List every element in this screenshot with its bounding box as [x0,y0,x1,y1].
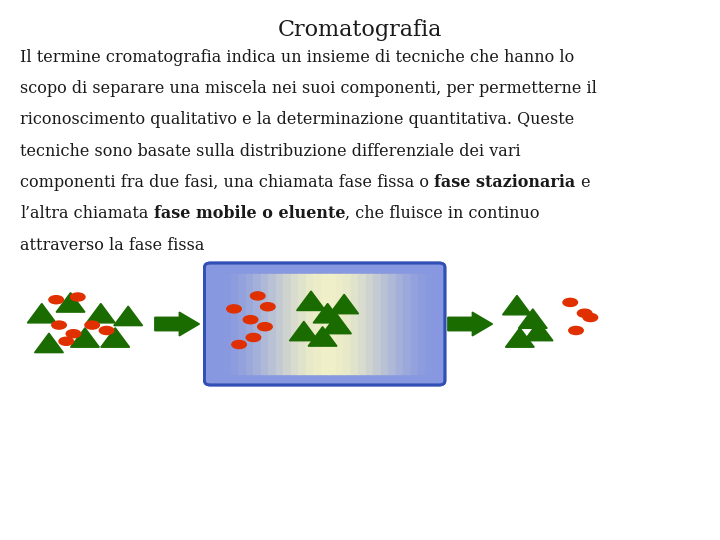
Ellipse shape [71,293,85,301]
Polygon shape [323,314,351,334]
Ellipse shape [52,321,66,329]
Bar [381,274,389,374]
Bar [328,274,336,374]
Bar [269,274,276,374]
Polygon shape [27,303,56,323]
Bar [253,274,261,374]
Bar [396,274,404,374]
Bar [343,274,351,374]
Bar [223,274,231,374]
Polygon shape [71,328,99,347]
Bar [411,274,419,374]
Text: l: l [20,205,25,222]
Ellipse shape [59,338,73,345]
Polygon shape [503,295,531,315]
Polygon shape [86,303,115,323]
Text: fase mobile o eluente: fase mobile o eluente [154,205,346,222]
Bar [336,274,344,374]
Ellipse shape [66,330,81,338]
Text: , che fluisce in continuo: , che fluisce in continuo [346,205,540,222]
Polygon shape [114,306,143,326]
Bar [366,274,374,374]
Bar [246,274,254,374]
Polygon shape [289,321,318,341]
Bar [291,274,299,374]
Bar [426,274,434,374]
Bar [284,274,292,374]
Text: scopo di separare una miscela nei suoi componenti, per permetterne il: scopo di separare una miscela nei suoi c… [20,80,597,97]
Ellipse shape [569,327,583,334]
Bar [238,274,246,374]
Ellipse shape [227,305,241,313]
Text: riconoscimento qualitativo e la determinazione quantitativa. Queste: riconoscimento qualitativo e la determin… [20,111,575,128]
Polygon shape [313,303,342,323]
Text: Cromatografia: Cromatografia [278,19,442,41]
Bar [403,274,411,374]
Text: tecniche sono basate sulla distribuzione differenziale dei vari: tecniche sono basate sulla distribuzione… [20,143,521,159]
Bar [389,274,397,374]
Text: ’altra chiamata: ’altra chiamata [25,205,154,222]
Ellipse shape [583,314,598,321]
Bar [276,274,284,374]
Ellipse shape [258,323,272,330]
Polygon shape [56,293,85,312]
Text: fase stazionaria: fase stazionaria [434,174,575,191]
Polygon shape [505,328,534,347]
FancyBboxPatch shape [204,263,445,385]
Text: attraverso la fase fissa: attraverso la fase fissa [20,237,204,253]
Polygon shape [297,291,325,310]
Polygon shape [524,321,553,341]
Bar [418,274,426,374]
Ellipse shape [577,309,592,317]
Bar [374,274,382,374]
Bar [231,274,239,374]
Ellipse shape [232,341,246,348]
Polygon shape [101,328,130,347]
Ellipse shape [99,327,114,334]
Polygon shape [330,294,359,314]
Text: e: e [575,174,590,191]
Ellipse shape [243,316,258,323]
Bar [216,274,224,374]
Ellipse shape [251,292,265,300]
Text: componenti fra due fasi, una chiamata fase fissa o: componenti fra due fasi, una chiamata fa… [20,174,434,191]
FancyArrow shape [155,312,199,336]
FancyArrow shape [448,312,492,336]
Bar [313,274,321,374]
Ellipse shape [563,299,577,306]
Polygon shape [35,333,63,353]
Ellipse shape [246,334,261,341]
Bar [351,274,359,374]
Bar [261,274,269,374]
Bar [299,274,307,374]
Ellipse shape [261,303,275,310]
Bar [359,274,366,374]
Text: Il termine cromatografia indica un insieme di tecniche che hanno lo: Il termine cromatografia indica un insie… [20,49,575,65]
Bar [321,274,329,374]
Polygon shape [518,309,547,328]
Ellipse shape [49,296,63,303]
Bar [433,274,441,374]
Bar [306,274,314,374]
Ellipse shape [85,321,99,329]
Polygon shape [308,327,337,346]
